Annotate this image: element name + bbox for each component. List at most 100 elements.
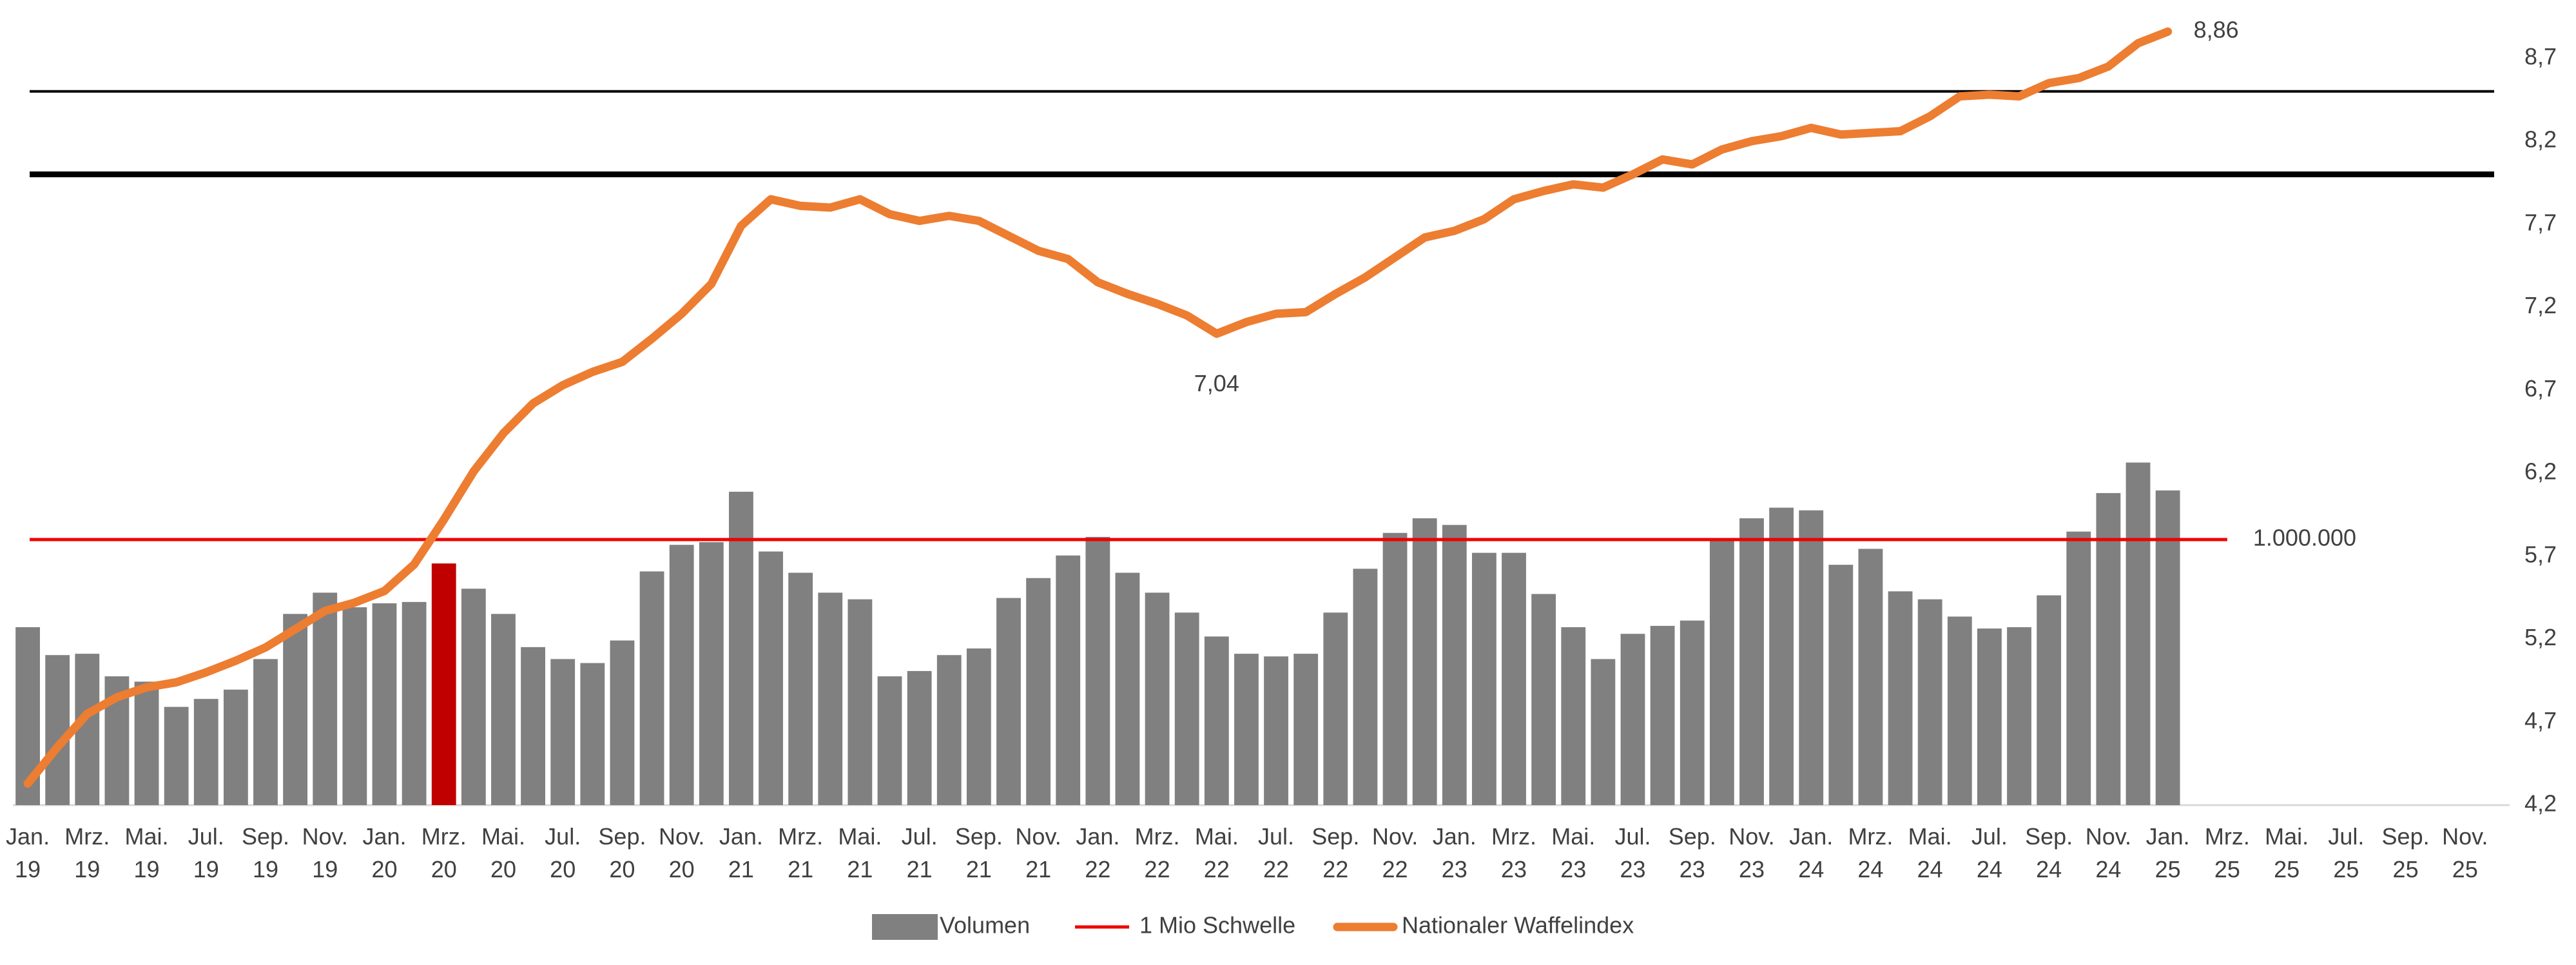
x-tick-label: Jul. 25 (2328, 823, 2364, 882)
threshold-label: 1.000.000 (2253, 525, 2356, 551)
x-tick-label: Sep. 22 (1312, 823, 1359, 882)
bar (1293, 654, 1319, 805)
x-tick-label: Nov. 20 (659, 823, 704, 882)
bar (729, 491, 753, 805)
bar (1561, 627, 1586, 805)
bar (1709, 538, 1734, 805)
x-tick-label: Mrz. 23 (1491, 823, 1536, 882)
bar (1145, 592, 1170, 805)
x-tick-label: Mrz. 25 (2205, 823, 2250, 882)
bar (1650, 625, 1675, 805)
x-tick-label: Sep. 23 (1669, 823, 1716, 882)
bar (1056, 555, 1081, 805)
bar (1680, 620, 1705, 805)
y2-tick-label: 7,7 (2524, 209, 2557, 235)
x-tick-label: Mrz. 22 (1135, 823, 1180, 882)
y2-tick-label: 8,7 (2524, 43, 2557, 70)
x-tick-label: Jan. 19 (6, 823, 50, 882)
bar (1204, 636, 1229, 805)
bar (580, 663, 605, 805)
x-tick-label: Jan. 24 (1789, 823, 1833, 882)
bar (402, 601, 427, 805)
x-tick-label: Jul. 22 (1258, 823, 1294, 882)
bar (1531, 594, 1556, 805)
x-tick-label: Mai. 23 (1551, 823, 1595, 882)
bar (45, 655, 70, 805)
bar (134, 681, 159, 805)
bar (639, 571, 664, 805)
bar (1174, 612, 1199, 805)
bar (1739, 518, 1764, 805)
bar (2037, 595, 2062, 805)
x-tick-label: Jan. 25 (2146, 823, 2190, 882)
bar (2155, 490, 2180, 805)
y2-tick-label: 5,2 (2524, 624, 2557, 650)
bar (372, 603, 397, 805)
x-tick-label: Jul. 23 (1614, 823, 1651, 882)
bar (1412, 518, 1437, 805)
x-tick-label: Nov. 19 (302, 823, 348, 882)
bar (669, 545, 694, 805)
legend-label: 1 Mio Schwelle (1139, 912, 1295, 939)
bar (283, 614, 308, 805)
bar (699, 542, 724, 805)
bar (1799, 510, 1824, 805)
bar (936, 655, 962, 805)
x-tick-label: Sep. 24 (2025, 823, 2073, 882)
x-tick-label: Mai. 22 (1195, 823, 1239, 882)
x-tick-label: Jan. 20 (362, 823, 406, 882)
bar (1353, 569, 1378, 805)
bar (877, 676, 902, 805)
bar (2096, 492, 2121, 805)
bar (1115, 572, 1140, 805)
x-tick-label: Sep. 25 (2382, 823, 2430, 882)
bar (253, 659, 278, 805)
y2-tick-label: 5,7 (2524, 541, 2557, 567)
x-tick-label: Sep. 19 (242, 823, 289, 882)
bar (759, 551, 783, 805)
y2-tick-label: 6,2 (2524, 458, 2557, 485)
bar (1382, 532, 1408, 805)
y2-tick-label: 4,7 (2524, 707, 2557, 734)
bar (907, 670, 932, 805)
bar (788, 572, 813, 805)
bar (1620, 634, 1645, 805)
x-tick-label: Nov. 25 (2442, 823, 2488, 882)
bar (1026, 578, 1051, 805)
bar (491, 614, 516, 805)
legend-swatch (872, 914, 938, 940)
bar (550, 659, 576, 805)
bar (313, 592, 338, 805)
x-tick-label: Mrz. 19 (64, 823, 110, 882)
bar (1323, 612, 1348, 805)
x-tick-label: Jul. 24 (1971, 823, 2008, 882)
bar (1977, 629, 2002, 805)
x-tick-label: Mrz. 24 (1848, 823, 1893, 882)
x-tick-label: Mrz. 20 (421, 823, 467, 882)
x-tick-label: Mai. 25 (2265, 823, 2309, 882)
bar (461, 589, 486, 805)
bar (1471, 552, 1496, 805)
x-tick-label: Jul. 19 (188, 823, 224, 882)
x-tick-label: Jan. 22 (1076, 823, 1119, 882)
line (23, 27, 2173, 788)
y2-tick-label: 8,2 (2524, 126, 2557, 153)
data-label: 7,04 (1194, 370, 1239, 396)
bar (1769, 507, 1794, 805)
x-tick-label: Nov. 21 (1015, 823, 1061, 882)
legend-label: Nationaler Waffelindex (1402, 912, 1634, 939)
bar (223, 689, 248, 805)
y2-tick-label: 6,7 (2524, 375, 2557, 402)
bar (75, 654, 100, 805)
bar (1264, 656, 1288, 805)
bar (1234, 654, 1259, 805)
bar (1442, 525, 1467, 805)
x-tick-label: Mrz. 21 (778, 823, 823, 882)
x-tick-label: Mai. 19 (125, 823, 169, 882)
bar (2066, 531, 2091, 805)
x-tick-label: Mai. 24 (1908, 823, 1952, 882)
bar (966, 648, 991, 805)
bar (1947, 616, 1972, 805)
bar (342, 607, 367, 805)
